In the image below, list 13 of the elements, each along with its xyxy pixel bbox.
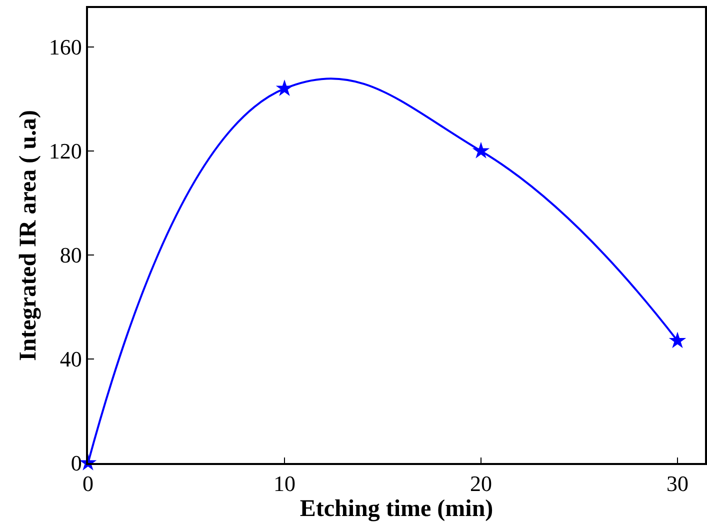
point — [276, 80, 294, 96]
y-tick-label: 80 — [60, 242, 82, 268]
y-tick-label: 0 — [70, 450, 82, 476]
point — [472, 142, 490, 158]
y-tick-label: 120 — [48, 138, 82, 164]
point — [668, 332, 686, 348]
y-tick-label: 160 — [48, 34, 82, 60]
x-tick-label: 20 — [470, 471, 492, 496]
x-tick-label: 10 — [274, 471, 296, 496]
x-axis-title: Etching time (min) — [300, 496, 494, 522]
y-axis-title: Integrated IR area ( u.a) — [15, 110, 42, 361]
x-tick-label: 30 — [666, 471, 688, 496]
y-tick-label: 40 — [60, 346, 82, 372]
